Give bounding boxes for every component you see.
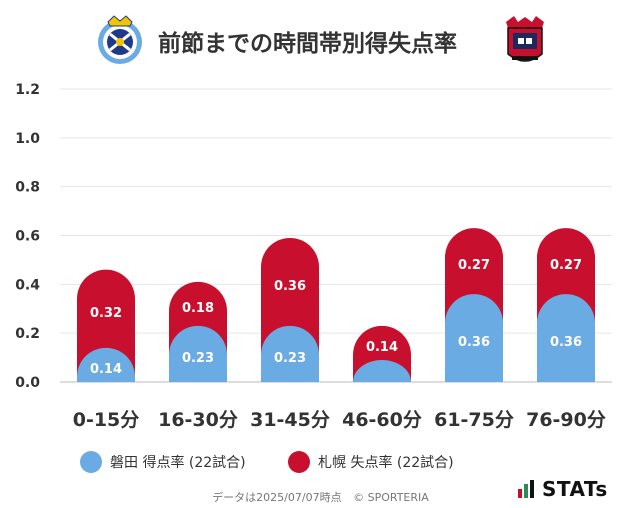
data-label-iwata: 0.23	[274, 351, 306, 366]
data-label-iwata: 0.36	[550, 335, 582, 350]
jubilo-iwata-logo	[98, 15, 142, 64]
bar-iwata-scored	[353, 360, 411, 382]
x-tick-label: 61-75分	[434, 409, 514, 431]
data-label-iwata: 0.36	[458, 335, 490, 350]
legend-label-sapporo: 札幌 失点率 (22試合)	[318, 455, 454, 471]
legend-item-iwata: 磐田 得点率 (22試合)	[80, 451, 246, 473]
x-tick-label: 76-90分	[526, 409, 606, 431]
y-tick-label: 0.0	[15, 375, 40, 391]
copyright-text: © SPORTERIA	[353, 491, 429, 504]
y-tick-label: 0.4	[15, 277, 40, 293]
data-label-sapporo: 0.27	[458, 258, 490, 273]
bar-iwata-scored	[537, 294, 595, 382]
bar-chart: 0.0 0.2 0.4 0.6 0.8 1.0 1.2 0.32 0.14 0.18 0.23 0.…	[15, 82, 612, 431]
data-label-iwata: 0.23	[182, 351, 214, 366]
legend-swatch-sapporo	[288, 451, 310, 473]
y-tick-label: 0.2	[15, 326, 40, 342]
stats-bars-icon	[518, 480, 534, 498]
bar-iwata-scored	[261, 325, 319, 382]
y-tick-label: 1.0	[15, 131, 40, 147]
bar-iwata-scored	[445, 294, 503, 382]
y-tick-label: 0.6	[15, 229, 40, 245]
data-label-sapporo: 0.27	[550, 258, 582, 273]
x-tick-label: 16-30分	[158, 409, 238, 431]
x-tick-label: 31-45分	[250, 409, 330, 431]
legend-item-sapporo: 札幌 失点率 (22試合)	[288, 451, 454, 473]
legend-swatch-iwata	[80, 451, 102, 473]
header: 前節までの時間帯別得失点率	[0, 0, 641, 80]
data-label-iwata: 0.14	[90, 362, 122, 377]
y-tick-label: 1.2	[15, 82, 40, 98]
bar-iwata-scored	[77, 347, 135, 382]
chart-title: 前節までの時間帯別得失点率	[158, 31, 457, 57]
x-tick-label: 0-15分	[73, 409, 140, 431]
y-tick-label: 0.8	[15, 180, 40, 196]
consadole-sapporo-logo	[506, 16, 544, 62]
x-tick-label: 46-60分	[342, 409, 422, 431]
data-label-sapporo: 0.36	[274, 279, 306, 294]
stats-logo-text: STATs	[542, 477, 608, 501]
footer: データは2025/07/07時点 © SPORTERIA	[0, 489, 641, 505]
bar-iwata-scored	[169, 325, 227, 382]
data-label-sapporo: 0.32	[90, 306, 122, 321]
data-label-sapporo: 0.18	[182, 301, 214, 316]
data-label-sapporo: 0.14	[366, 340, 398, 355]
data-date-text: データは2025/07/07時点	[212, 491, 342, 504]
stats-brand: STATs	[518, 477, 608, 501]
legend-label-iwata: 磐田 得点率 (22試合)	[110, 455, 246, 471]
